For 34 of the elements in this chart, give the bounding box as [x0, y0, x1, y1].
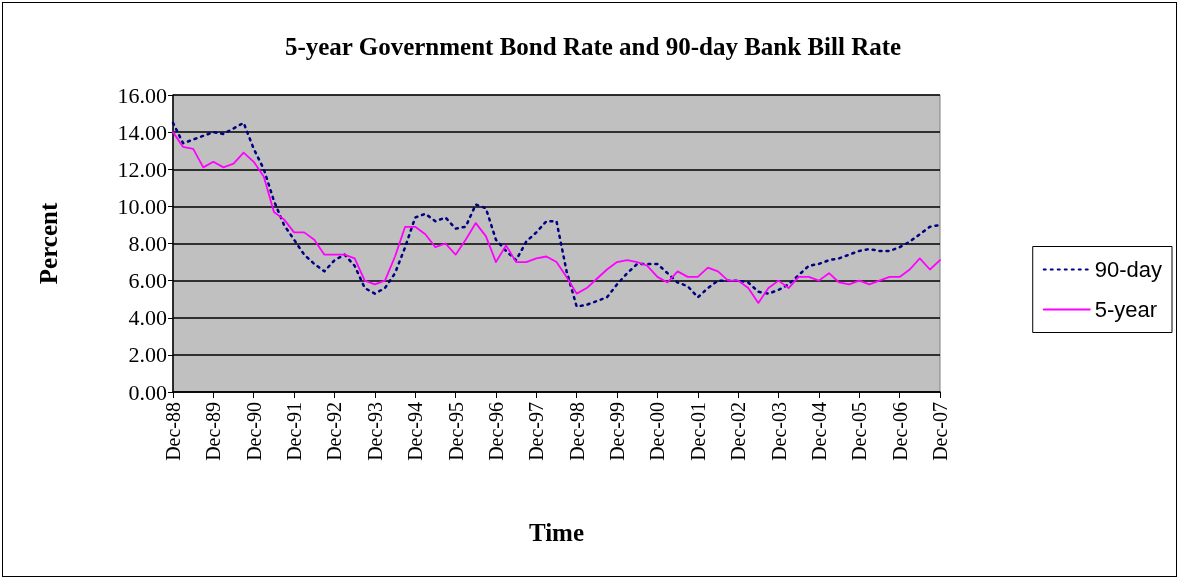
y-tick-label: 0.00 — [128, 379, 167, 405]
y-tick-label: 14.00 — [117, 119, 167, 145]
x-tick-label: Dec-02 — [727, 402, 750, 461]
x-tick-label: Dec-99 — [606, 402, 629, 461]
x-tick-label: Dec-92 — [323, 402, 346, 461]
y-tick-label: 6.00 — [128, 268, 167, 294]
x-tick-label: Dec-04 — [807, 402, 830, 461]
x-tick-label: Dec-98 — [565, 402, 588, 461]
y-tick-label: 10.00 — [117, 193, 167, 219]
x-tick-label: Dec-96 — [484, 402, 507, 461]
y-tick-label: 4.00 — [128, 305, 167, 331]
x-tick-label: Dec-06 — [888, 402, 911, 461]
x-tick-label: Dec-91 — [283, 402, 306, 461]
y-tick-label: 2.00 — [128, 342, 167, 368]
legend-label: 90-day — [1094, 257, 1163, 282]
x-tick-label: Dec-03 — [767, 402, 790, 461]
x-tick-label: Dec-05 — [848, 402, 871, 461]
x-tick-label: Dec-89 — [202, 402, 225, 461]
x-tick-label: Dec-00 — [646, 402, 669, 461]
x-tick-label: Dec-94 — [404, 402, 427, 461]
x-tick-label: Dec-93 — [363, 402, 386, 461]
x-axis-title: Time — [528, 519, 585, 546]
y-tick-label: 12.00 — [117, 156, 167, 182]
x-tick-label: Dec-07 — [929, 402, 951, 461]
y-axis-title: Percent — [35, 202, 62, 285]
x-tick-label: Dec-95 — [444, 402, 467, 461]
x-tick-label: Dec-01 — [686, 402, 709, 461]
y-tick-label: 16.00 — [117, 82, 167, 108]
x-tick-label: Dec-97 — [525, 402, 548, 461]
x-tick-label: Dec-88 — [162, 402, 184, 461]
chart-title: 5-year Government Bond Rate and 90-day Bank Bill Rate — [284, 33, 902, 60]
legend-label: 5-year — [1094, 297, 1158, 322]
y-tick-label: 8.00 — [128, 231, 167, 256]
x-tick-label: Dec-90 — [242, 402, 265, 461]
